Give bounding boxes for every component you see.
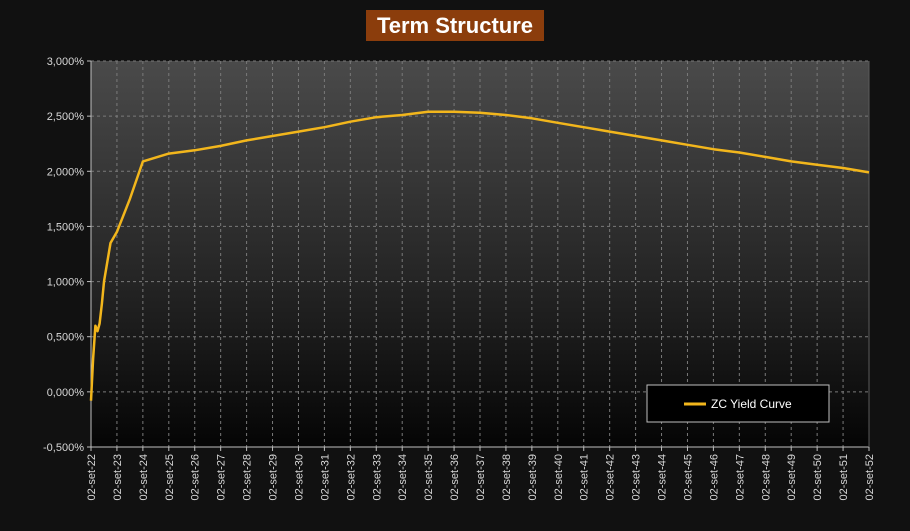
x-tick-label: 02-set-24	[138, 454, 150, 500]
x-tick-label: 02-set-38	[501, 454, 513, 500]
y-tick-label: 2,000%	[47, 166, 85, 178]
x-tick-label: 02-set-44	[657, 454, 669, 500]
x-tick-label: 02-set-50	[812, 454, 824, 500]
x-tick-label: 02-set-23	[112, 454, 124, 500]
x-tick-label: 02-set-42	[605, 454, 617, 500]
x-tick-label: 02-set-27	[216, 454, 228, 500]
x-tick-label: 02-set-37	[475, 454, 487, 500]
chart-title-box: Term Structure	[366, 10, 544, 41]
series-line-zc-yield-curve	[89, 110, 870, 401]
x-tick-label: 02-set-29	[268, 454, 280, 500]
x-tick-label: 02-set-30	[293, 454, 305, 500]
grid	[91, 60, 869, 447]
legend: ZC Yield Curve	[646, 384, 830, 423]
x-tick-label: 02-set-28	[242, 454, 254, 500]
x-tick-label: 02-set-51	[838, 454, 850, 500]
x-tick-label: 02-set-45	[682, 454, 694, 500]
x-tick-label: 02-set-47	[734, 454, 746, 500]
y-tick-label: 2,500%	[47, 111, 85, 123]
x-tick-label: 02-set-31	[319, 454, 331, 500]
y-tick-label: 3,000%	[47, 56, 85, 68]
series-layer	[89, 110, 870, 401]
x-tick-label: 02-set-22	[86, 454, 98, 500]
x-tick-label: 02-set-52	[864, 454, 876, 500]
x-tick-label: 02-set-33	[371, 454, 383, 500]
x-tick-label: 02-set-41	[579, 454, 591, 500]
x-tick-label: 02-set-35	[423, 454, 435, 500]
x-tick-label: 02-set-34	[397, 454, 409, 500]
chart-title: Term Structure	[376, 13, 534, 38]
x-tick-label: 02-set-25	[164, 454, 176, 500]
y-tick-label: 0,500%	[47, 332, 85, 344]
legend-label: ZC Yield Curve	[711, 397, 792, 411]
axes: -0,500% 0,000% 0,500% 1,000% 1,500% 2,000% 2,5…	[43, 56, 876, 500]
y-tick-label: 1,500%	[47, 221, 85, 233]
legend-box	[646, 384, 830, 423]
y-tick-label: 0,000%	[47, 387, 85, 399]
x-tick-label: 02-set-40	[553, 454, 565, 500]
x-tick-label: 02-set-43	[631, 454, 643, 500]
y-tick-label: -0,500%	[43, 442, 84, 454]
x-tick-label: 02-set-48	[760, 454, 772, 500]
x-tick-label: 02-set-32	[345, 454, 357, 500]
x-tick-label: 02-set-49	[786, 454, 798, 500]
x-tick-label: 02-set-46	[708, 454, 720, 500]
x-tick-label: 02-set-36	[449, 454, 461, 500]
y-tick-label: 1,000%	[47, 277, 85, 289]
x-tick-label: 02-set-26	[190, 454, 202, 500]
x-tick-label: 02-set-39	[527, 454, 539, 500]
